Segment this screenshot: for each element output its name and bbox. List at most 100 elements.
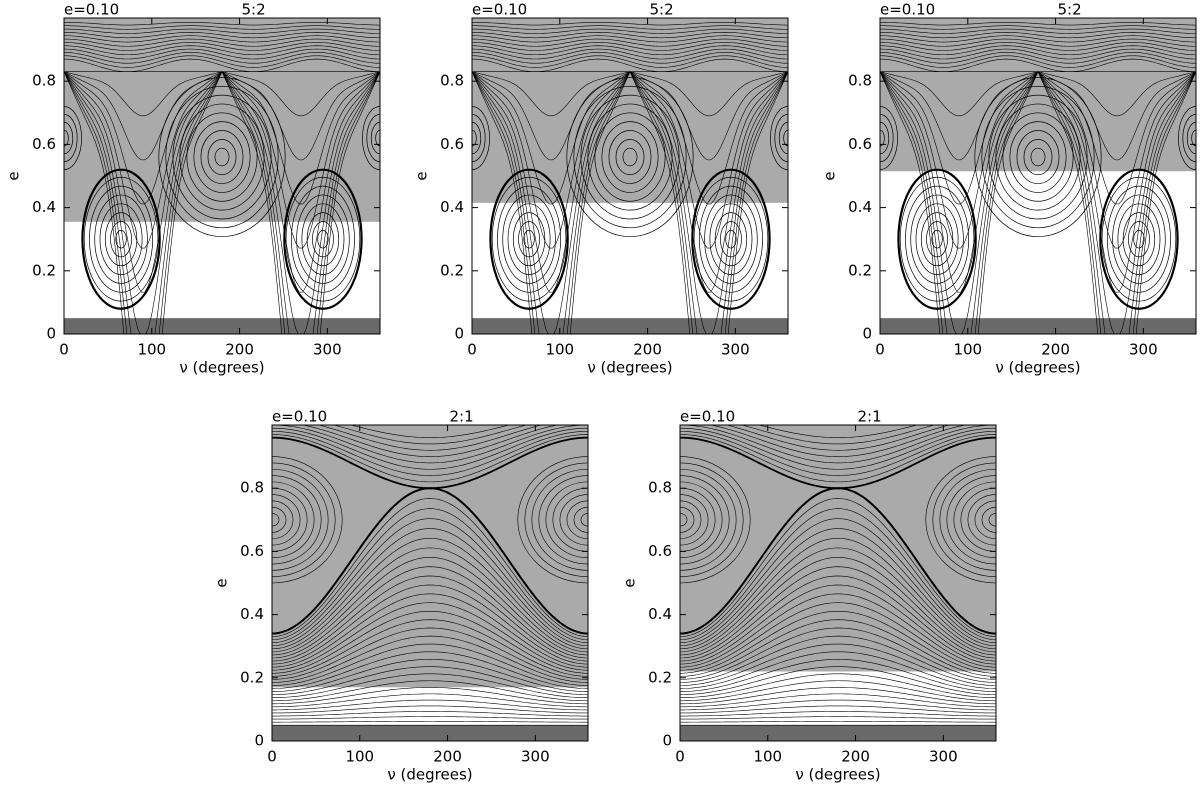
contour	[64, 25, 380, 30]
x-tick-label: 0	[875, 341, 885, 359]
contour	[89, 185, 154, 293]
contour	[880, 48, 1196, 60]
y-tick-label: 0.8	[240, 479, 264, 497]
x-tick-label: 300	[521, 748, 550, 766]
y-tick-label: 0.2	[440, 261, 464, 279]
contour	[83, 176, 159, 302]
contour	[680, 425, 996, 464]
y-axis-label: e	[621, 578, 639, 587]
contour	[778, 121, 788, 155]
contour	[680, 619, 996, 677]
contour	[1122, 212, 1156, 267]
contour	[691, 168, 771, 310]
y-axis-label: e	[5, 171, 23, 180]
contour	[698, 185, 763, 293]
contour	[770, 106, 788, 171]
plot-frame	[879, 17, 1197, 335]
contour	[306, 212, 340, 267]
x-tick-label: 0	[467, 341, 477, 359]
contour	[272, 659, 588, 692]
contour	[272, 537, 588, 650]
contour	[1023, 138, 1053, 176]
contour	[523, 230, 535, 249]
y-tick-label: 0.2	[848, 261, 872, 279]
y-tick-label: 0.8	[648, 479, 672, 497]
contour	[272, 593, 588, 668]
contour	[272, 711, 588, 717]
contour	[680, 431, 996, 476]
contour	[272, 627, 588, 680]
contour	[502, 194, 556, 284]
contour	[1099, 168, 1179, 310]
y-tick-label: 0.6	[240, 542, 264, 560]
contour	[272, 528, 588, 647]
y-axis-label: e	[213, 578, 231, 587]
contour	[720, 221, 742, 258]
contour	[165, 85, 279, 229]
plot-area	[64, 18, 380, 334]
panel-label: e=0.10	[680, 408, 735, 426]
contour	[272, 547, 588, 653]
contour	[375, 129, 380, 147]
contour	[967, 494, 996, 546]
contour	[680, 602, 996, 671]
contour	[1133, 230, 1145, 249]
y-tick-label: 0.2	[648, 668, 672, 686]
contour	[880, 52, 1196, 64]
plot-frame	[63, 17, 381, 335]
contour	[64, 52, 380, 64]
panel-title: 5:2	[242, 1, 266, 19]
dark-band	[680, 725, 996, 741]
contour	[680, 680, 996, 702]
contour	[272, 508, 588, 640]
contour	[272, 602, 588, 671]
contour	[472, 55, 788, 68]
contour	[272, 680, 588, 702]
contour	[272, 557, 588, 656]
y-tick-label: 0	[46, 325, 56, 343]
contour	[272, 575, 588, 662]
contour	[988, 94, 1088, 220]
x-axis-label: ν (degrees)	[179, 359, 264, 377]
contour	[1002, 112, 1074, 202]
y-tick-label: 0.4	[648, 605, 672, 623]
contour	[64, 45, 380, 56]
contour	[64, 55, 380, 68]
contour	[81, 168, 161, 310]
contour	[910, 194, 964, 284]
contour	[272, 456, 343, 584]
contour	[680, 427, 996, 470]
contour	[566, 500, 588, 540]
contour	[680, 518, 996, 644]
contour	[559, 494, 588, 546]
y-tick-label: 0	[254, 732, 264, 750]
y-axis-label: e	[821, 171, 839, 180]
contour	[110, 221, 132, 258]
contour	[931, 230, 943, 249]
contour	[272, 635, 588, 683]
contour	[566, 77, 694, 238]
contour	[680, 436, 996, 490]
contour	[981, 85, 1095, 229]
x-tick-label: 200	[225, 341, 254, 359]
contour	[899, 176, 975, 302]
contour	[158, 77, 286, 238]
y-tick-label: 0.8	[440, 72, 464, 90]
contour	[680, 627, 996, 680]
contour	[64, 48, 380, 60]
contour	[680, 508, 996, 640]
contour	[99, 203, 143, 275]
x-tick-label: 100	[137, 341, 166, 359]
y-tick-label: 0.6	[848, 135, 872, 153]
y-tick-label: 0	[454, 325, 464, 343]
contour	[1182, 114, 1196, 163]
x-tick-label: 100	[753, 748, 782, 766]
x-tick-label: 100	[953, 341, 982, 359]
contour	[272, 716, 588, 720]
x-tick-label: 300	[929, 748, 958, 766]
contour	[725, 230, 737, 249]
contour	[573, 506, 588, 533]
x-tick-label: 300	[1129, 341, 1158, 359]
contour	[1112, 194, 1166, 284]
contour	[272, 436, 588, 490]
